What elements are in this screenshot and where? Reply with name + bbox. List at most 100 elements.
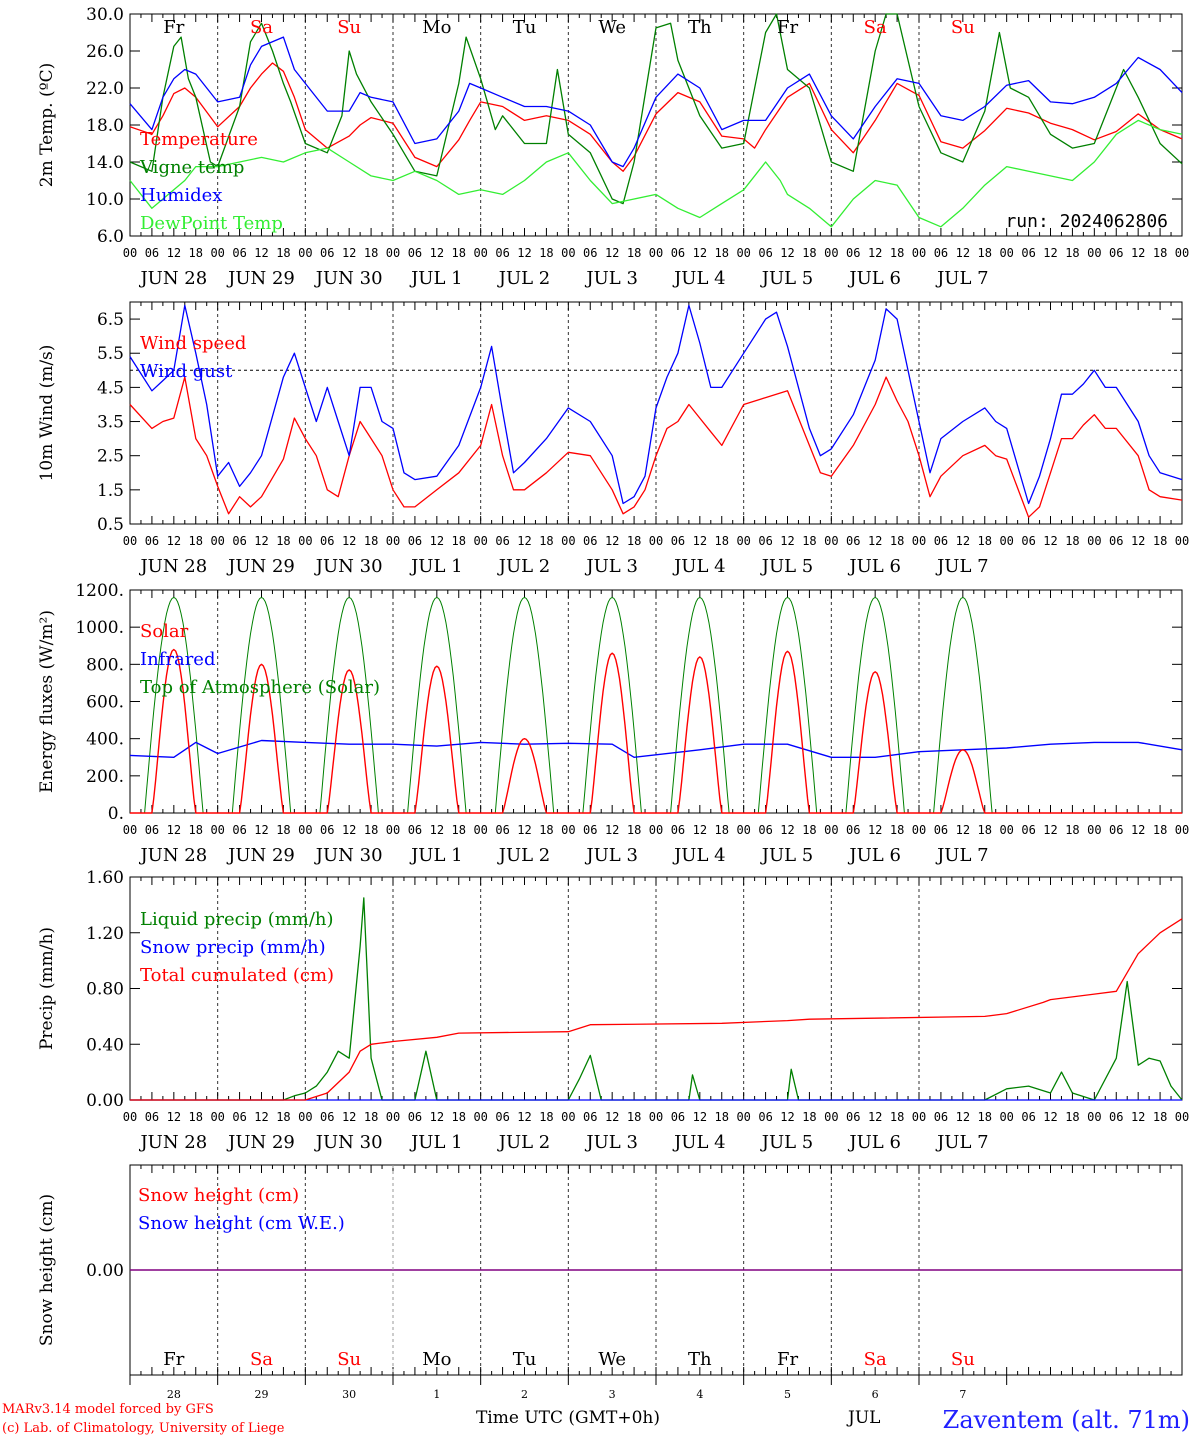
hour-tick-label: 00 [298,534,312,548]
y-tick-label: 18.0 [86,116,124,136]
panel-3: 0. 200. 400. 600. 800. 1000. 1200. Energy fluxe… [37,581,1189,866]
hour-tick-label: 18 [1153,823,1167,837]
hour-tick-label: 00 [210,246,224,260]
weekday-label: We [598,1349,626,1370]
hour-tick-label: 06 [583,1110,597,1124]
hour-tick-label: 12 [342,534,356,548]
weekday-label: Th [688,1349,712,1370]
weekday-label: Mo [422,1349,451,1370]
y-tick-label: 26.0 [86,42,124,62]
hour-tick-label: 12 [868,246,882,260]
hour-tick-label: 00 [912,823,926,837]
weekday-label: Su [951,17,975,38]
y-tick-label: 0.80 [86,980,124,1000]
hour-tick-label: 00 [649,246,663,260]
hour-tick-label: 12 [693,534,707,548]
hour-tick-label: 12 [167,246,181,260]
hour-tick-label: 18 [715,246,729,260]
hour-tick-label: 00 [1087,246,1101,260]
hour-tick-label: 12 [780,246,794,260]
hour-tick-label: 00 [386,246,400,260]
hour-tick-label: 12 [868,1110,882,1124]
weekday-label: Fr [777,1349,798,1370]
hour-tick-label: 00 [473,1110,487,1124]
y-axis-label: Energy fluxes (W/m²) [37,610,57,793]
hour-tick-label: 00 [1175,534,1189,548]
legend-entry: Total cumulated (cm) [140,965,334,986]
hour-tick-label: 12 [1131,534,1145,548]
hour-tick-label: 18 [452,246,466,260]
hour-tick-label: 06 [671,1110,685,1124]
hour-tick-label: 06 [320,823,334,837]
y-tick-label: 10.0 [86,190,124,210]
hour-tick-label: 00 [649,534,663,548]
y-tick-label: 22.0 [86,79,124,99]
date-label: JUL 1 [409,268,463,289]
date-label: JUL 7 [935,268,989,289]
hour-tick-label: 12 [693,1110,707,1124]
hour-tick-label: 18 [1153,534,1167,548]
hour-tick-label: 06 [846,246,860,260]
date-label: JUL 7 [935,1132,989,1153]
panel-5: 0.00 Snow height (cm) Fr Sa Su Mo Tu We Th Fr Sa Su… [37,1164,1183,1401]
footer: MARv3.14 model forced by GFS (c) Lab. of… [2,1402,1190,1436]
hour-tick-label: 06 [934,246,948,260]
hour-tick-label: 00 [298,246,312,260]
hour-tick-label: 00 [736,1110,750,1124]
date-label: JUL 4 [672,556,726,577]
hour-tick-label: 06 [671,823,685,837]
hour-tick-label: 12 [430,246,444,260]
legend-entry: Snow precip (mm/h) [140,937,326,958]
hour-tick-label: 12 [254,1110,268,1124]
hour-tick-label: 00 [736,823,750,837]
hour-tick-label: 12 [956,246,970,260]
hour-tick-label: 18 [539,1110,553,1124]
date-label: JUL 6 [847,268,901,289]
hour-tick-label: 12 [605,534,619,548]
hour-tick-label: 06 [583,534,597,548]
hour-tick-label: 00 [824,246,838,260]
date-label: JUN 28 [138,268,207,289]
date-label: JUL 5 [760,556,814,577]
hour-tick-label: 00 [298,1110,312,1124]
hour-tick-label: 18 [1153,1110,1167,1124]
panel-2: 0.5 1.5 2.5 3.5 4.5 5.5 6.5 10m Wind (m/s) 00 06 1… [37,301,1189,577]
legend-entry: Solar [140,621,189,642]
date-label: JUN 29 [226,556,295,577]
hour-tick-label: 06 [583,246,597,260]
hour-tick-label: 06 [583,823,597,837]
hour-tick-label: 18 [627,1110,641,1124]
hour-tick-label: 12 [1131,246,1145,260]
hour-tick-label: 18 [452,534,466,548]
hour-tick-label: 06 [1021,1110,1035,1124]
weekday-label: Th [688,17,712,38]
hour-tick-label: 12 [167,534,181,548]
hour-tick-label: 12 [430,534,444,548]
hour-tick-label: 18 [539,534,553,548]
hour-tick-label: 06 [758,1110,772,1124]
weekday-label: Su [337,17,361,38]
hour-tick-label: 12 [167,823,181,837]
date-label: JUL 5 [760,268,814,289]
hour-tick-label: 12 [780,534,794,548]
date-label: JUL 3 [584,845,638,866]
hour-tick-label: 18 [715,823,729,837]
hour-tick-label: 06 [145,246,159,260]
day-number-label: 4 [696,1388,703,1401]
hour-tick-label: 12 [167,1110,181,1124]
day-number-label: 7 [959,1388,966,1401]
y-tick-label: 2.5 [97,447,124,467]
hour-tick-label: 00 [473,246,487,260]
hour-tick-label: 00 [999,534,1013,548]
hour-tick-label: 06 [408,246,422,260]
panel-4: 0.00 0.40 0.80 1.20 1.60 Precip (mm/h) 00 06 12 1… [37,868,1189,1153]
legend-entry: Snow height (cm) [138,1185,299,1206]
hour-tick-label: 12 [430,823,444,837]
date-label: JUN 28 [138,556,207,577]
weekday-label: Mo [422,17,451,38]
hour-tick-label: 06 [495,534,509,548]
date-label: JUN 29 [226,1132,295,1153]
date-label: JUL 1 [409,1132,463,1153]
hour-tick-label: 12 [868,823,882,837]
